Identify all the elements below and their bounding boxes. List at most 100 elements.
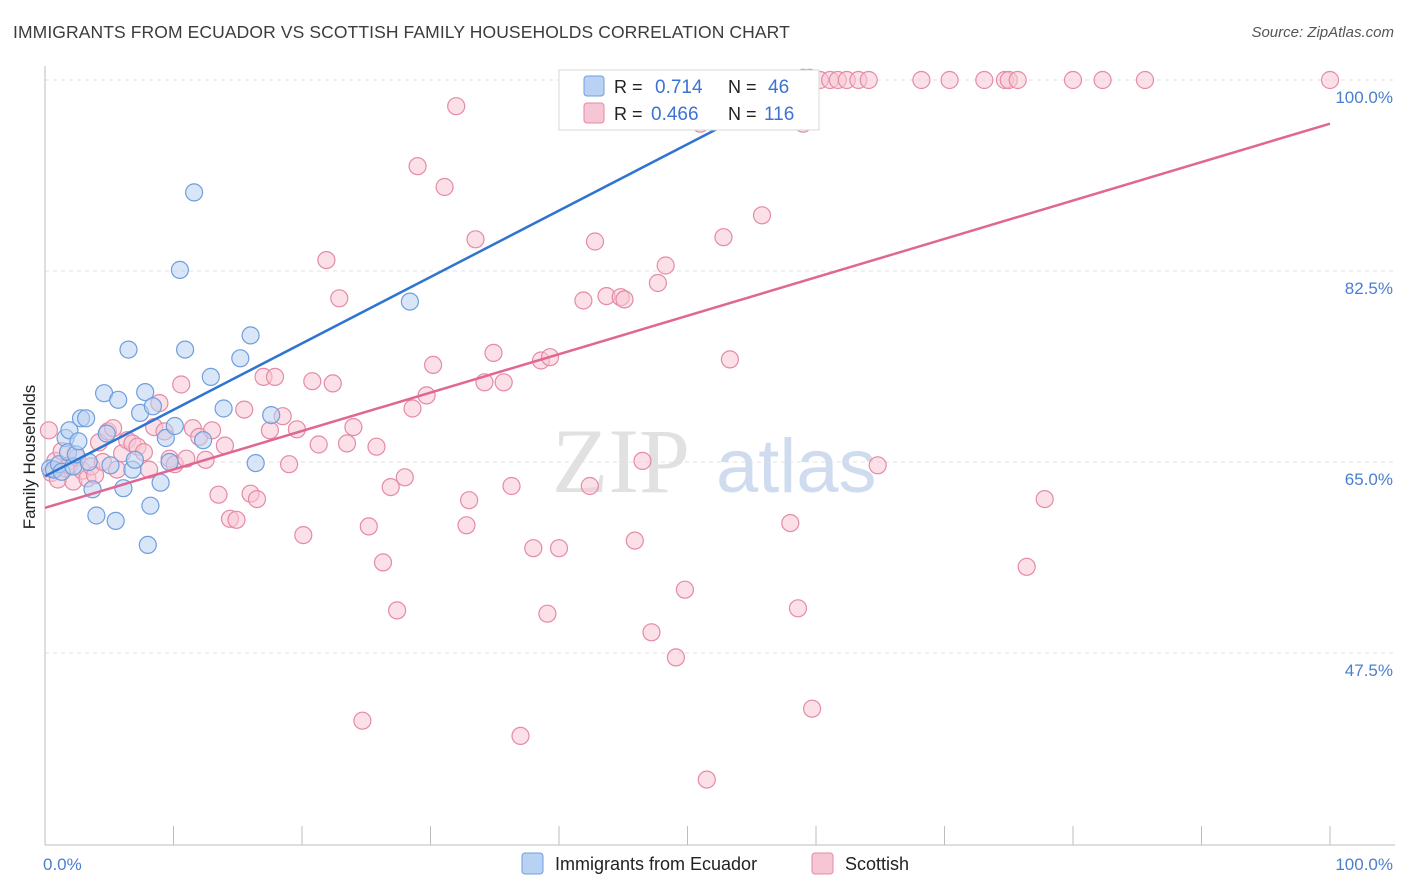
scottish-point [1093, 70, 1112, 90]
scottish-point [172, 375, 191, 394]
watermark-zip: ZIP [552, 410, 690, 512]
scottish-point [337, 434, 357, 453]
x-tick-label: 0.0% [43, 855, 82, 874]
scottish-point [868, 456, 887, 475]
scottish-point [697, 770, 716, 789]
ecuador-point [143, 397, 162, 416]
scottish-point [466, 230, 485, 249]
scottish-point [615, 290, 634, 309]
scottish-point [303, 372, 322, 391]
legend-top: R = 0.714 N = 46 R = 0.466 N = 116 [558, 69, 820, 131]
legend-scottish-r-value: 0.466 [651, 104, 699, 125]
scottish-point [494, 373, 513, 392]
scottish-point [435, 177, 454, 197]
scottish-point [912, 70, 931, 90]
scottish-point [381, 478, 400, 497]
ecuador-point [231, 349, 250, 368]
scottish-point [585, 232, 605, 251]
scottish-point [1063, 70, 1083, 90]
scottish-point [625, 531, 644, 550]
legend-ecuador-r-label: R = [614, 77, 643, 97]
ecuador-trend-line [44, 76, 817, 478]
trend-lines [44, 76, 1331, 510]
ecuador-point [136, 383, 155, 402]
scottish-point [940, 70, 959, 90]
y-tick-label: 100.0% [1335, 88, 1393, 107]
scottish-point [781, 513, 800, 533]
scottish-point [1017, 557, 1036, 576]
scottish-point [549, 539, 569, 558]
scottish-point [502, 476, 521, 496]
ecuador-point [109, 390, 128, 409]
ecuador-point [151, 473, 170, 492]
scottish-point [353, 711, 372, 730]
scottish-point [580, 476, 599, 496]
scottish-point [633, 451, 652, 470]
y-tick-labels: 47.5% 65.0% 82.5% 100.0% [1335, 88, 1393, 680]
scottish-point [1035, 490, 1054, 509]
ecuador-point [176, 340, 195, 359]
scottish-point [1320, 70, 1340, 90]
scottish-point [752, 206, 772, 225]
ecuador-point [400, 292, 419, 311]
ecuador-point [106, 511, 125, 531]
scottish-point [859, 70, 878, 90]
legend-bottom-scottish-label: Scottish [845, 854, 909, 874]
scottish-point [359, 517, 378, 536]
ecuador-point [76, 409, 96, 428]
scottish-trend-line [44, 122, 1331, 510]
scottish-point [656, 256, 675, 275]
legend-scottish-swatch [583, 102, 605, 124]
legend-bottom-scottish-swatch [811, 852, 834, 875]
scottish-point [666, 648, 686, 667]
ecuador-point [214, 399, 233, 418]
ecuador-point [170, 260, 189, 279]
ecuador-point [141, 496, 160, 515]
scottish-point [720, 350, 740, 369]
ecuador-point [125, 450, 144, 469]
scottish-point [227, 510, 246, 529]
scottish-point [447, 97, 466, 116]
ecuador-points [40, 68, 819, 555]
ecuador-point [119, 340, 138, 359]
scottish-point [648, 273, 668, 293]
scottish-point [788, 599, 808, 618]
legend-ecuador-n-value: 46 [768, 77, 789, 98]
legend-ecuador-swatch [583, 75, 605, 97]
scottish-point [714, 228, 733, 247]
scottish-point [280, 455, 299, 474]
scottish-point [317, 251, 336, 270]
ecuador-point [246, 454, 265, 473]
ecuador-point [262, 406, 281, 425]
legend-bottom-ecuador-swatch [521, 852, 544, 875]
scottish-point [294, 525, 313, 545]
source-credit: Source: ZipAtlas.com [1251, 24, 1394, 41]
ecuador-point [87, 506, 106, 525]
legend-scottish-n-value: 116 [764, 104, 794, 125]
scottish-point [408, 157, 427, 176]
watermark-atlas: atlas [716, 424, 877, 509]
scottish-point [460, 491, 479, 510]
x-tick-labels: 0.0% 100.0% [43, 855, 1393, 874]
scottish-point [403, 399, 422, 418]
scottish-point [1008, 70, 1027, 90]
scottish-point [247, 490, 267, 509]
scottish-point [802, 699, 822, 718]
scottish-point [675, 580, 695, 599]
scottish-point [367, 437, 386, 456]
scottish-point [260, 421, 279, 440]
scottish-point [265, 367, 285, 386]
ecuador-point [201, 367, 220, 386]
scottish-point [330, 289, 349, 308]
y-tick-label: 47.5% [1345, 661, 1393, 680]
ecuador-point [185, 183, 204, 202]
scottish-point [538, 604, 557, 623]
legend-bottom: Immigrants from Ecuador Scottish [521, 852, 909, 875]
y-axis-label: Family Households [20, 385, 39, 530]
scottish-point [309, 435, 328, 454]
y-tick-label: 82.5% [1345, 279, 1393, 298]
scottish-point [395, 468, 414, 487]
scottish-point [511, 726, 530, 746]
scottish-point [524, 539, 543, 558]
legend-bottom-ecuador-label: Immigrants from Ecuador [555, 854, 757, 874]
